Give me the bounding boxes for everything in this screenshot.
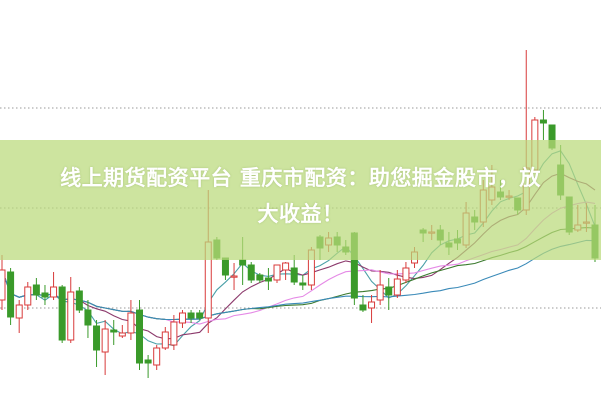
- title-line-1: 线上期货配资平台 重庆市配资：助您掘金股市，放: [60, 166, 541, 190]
- candle: [153, 345, 161, 370]
- candle-body: [539, 119, 547, 124]
- candle-body: [161, 331, 169, 349]
- candle: [264, 268, 272, 290]
- candle: [0, 255, 6, 310]
- candle-body: [93, 325, 101, 351]
- candle: [67, 277, 75, 343]
- candle-body: [101, 328, 109, 353]
- candle: [110, 320, 118, 345]
- candle: [93, 320, 101, 367]
- candle-body: [221, 257, 229, 276]
- candle: [299, 275, 307, 290]
- candle: [144, 355, 152, 378]
- candle: [118, 325, 126, 338]
- candle: [7, 268, 15, 325]
- candle: [41, 285, 49, 305]
- candle-body: [84, 309, 92, 326]
- candle: [376, 270, 384, 305]
- candle: [385, 278, 393, 310]
- candle: [50, 272, 58, 300]
- candle: [178, 310, 186, 328]
- candle-body: [264, 277, 272, 282]
- candle-body: [110, 329, 118, 333]
- candle-body: [402, 267, 410, 281]
- candle-body: [239, 259, 247, 266]
- candle-body: [58, 286, 66, 341]
- candle: [187, 310, 195, 323]
- candle-body: [196, 312, 204, 319]
- candle-body: [376, 284, 384, 301]
- candle-body: [247, 264, 255, 281]
- candle-body: [290, 267, 298, 283]
- candle-body: [15, 304, 23, 319]
- candle-body: [256, 274, 264, 281]
- candle-body: [32, 284, 40, 296]
- candle: [359, 295, 367, 312]
- candle-body: [273, 264, 281, 281]
- candle-body: [368, 301, 376, 309]
- candle: [58, 285, 66, 343]
- candle: [290, 255, 298, 285]
- candle-body: [41, 292, 49, 298]
- page-title: 线上期货配资平台 重庆市配资：助您掘金股市，放 大收益！: [0, 160, 601, 232]
- title-line-2: 大收益！: [257, 202, 344, 226]
- candle: [368, 295, 376, 323]
- candle: [221, 257, 229, 280]
- candle-body: [136, 309, 144, 364]
- candle-body: [359, 304, 367, 311]
- candle-body: [393, 278, 401, 296]
- candle-body: [118, 332, 126, 337]
- candle: [15, 300, 23, 333]
- candle: [170, 315, 178, 350]
- candle: [101, 320, 109, 375]
- candle: [161, 327, 169, 350]
- candle-body: [178, 312, 186, 324]
- candle: [196, 310, 204, 320]
- candle-body: [75, 290, 83, 311]
- candle: [127, 300, 135, 340]
- candle: [402, 262, 410, 283]
- candle: [273, 264, 281, 283]
- title-banner: [0, 140, 601, 260]
- candle-body: [7, 271, 15, 318]
- candle: [539, 110, 547, 140]
- candle-body: [153, 347, 161, 366]
- candle-body: [170, 321, 178, 346]
- candle-body: [187, 312, 195, 319]
- candle-body: [230, 275, 238, 278]
- candle-body: [144, 359, 152, 364]
- candle-body: [385, 286, 393, 296]
- candle: [247, 262, 255, 283]
- candle: [256, 273, 264, 283]
- candle-body: [67, 291, 75, 341]
- candle-body: [50, 286, 58, 298]
- candle-body: [24, 286, 32, 306]
- candle: [282, 262, 290, 280]
- candle-body: [282, 262, 290, 271]
- candle: [393, 270, 401, 298]
- moving-average-line: [1, 239, 596, 321]
- candle: [136, 300, 144, 370]
- candle: [75, 287, 83, 313]
- candle-body: [0, 269, 6, 301]
- candle: [230, 263, 238, 290]
- candle-body: [127, 312, 135, 334]
- candle: [24, 282, 32, 310]
- candle: [32, 278, 40, 300]
- candle: [84, 300, 92, 338]
- candle-body: [299, 282, 307, 286]
